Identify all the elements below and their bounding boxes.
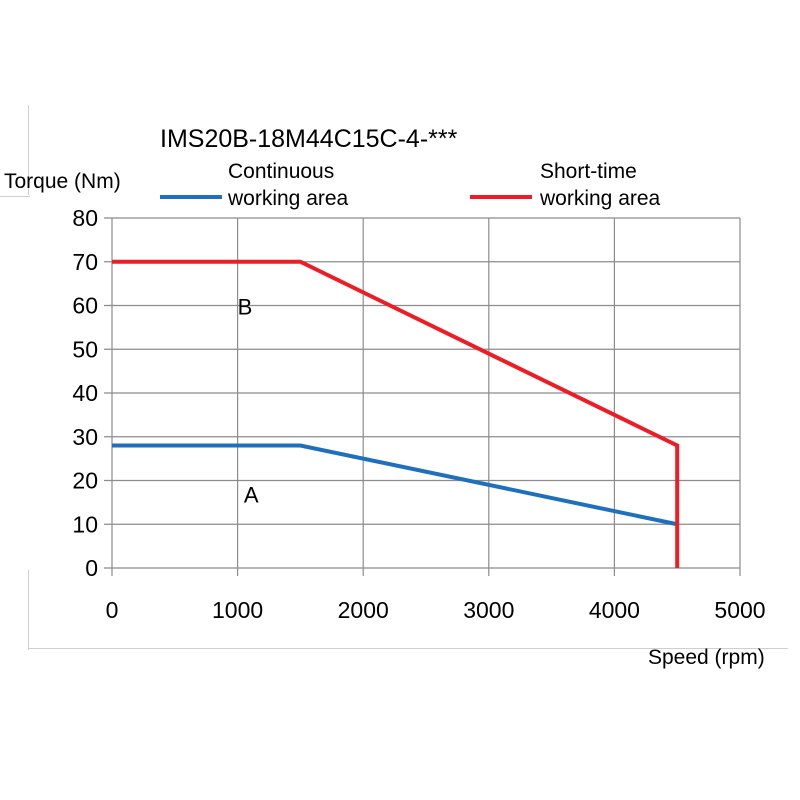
region-labels: BA bbox=[238, 294, 259, 507]
legend-label-short-time-line1: Short-time bbox=[540, 160, 637, 183]
frame-line bbox=[28, 105, 29, 195]
legend: Continuous working area Short-time worki… bbox=[160, 160, 661, 210]
legend-label-continuous-line1: Continuous bbox=[228, 160, 334, 183]
x-axis-title: Speed (rpm) bbox=[648, 646, 765, 669]
y-tick-label: 70 bbox=[72, 249, 98, 275]
y-tick-label: 80 bbox=[72, 205, 98, 231]
y-tick-label: 10 bbox=[72, 511, 98, 537]
frame-line bbox=[0, 196, 30, 197]
x-tick-label: 4000 bbox=[589, 597, 640, 623]
region-label-a: A bbox=[244, 482, 259, 507]
y-tick-label: 30 bbox=[72, 424, 98, 450]
x-tick-label: 3000 bbox=[463, 597, 514, 623]
series-lines bbox=[112, 259, 680, 568]
y-tick-label: 0 bbox=[85, 555, 98, 581]
legend-label-short-time-line2: working area bbox=[539, 187, 661, 210]
frame-line bbox=[28, 570, 29, 650]
x-tick-label: 0 bbox=[106, 597, 119, 623]
x-tick-label: 5000 bbox=[714, 597, 765, 623]
x-tick-label: 2000 bbox=[338, 597, 389, 623]
chart-title: IMS20B-18M44C15C-4-*** bbox=[160, 125, 458, 153]
y-tick-label: 40 bbox=[72, 380, 98, 406]
y-axis-ticks: 0 10 20 30 40 50 60 70 80 bbox=[72, 205, 98, 581]
series-line-continuous bbox=[112, 443, 678, 527]
series-line-short-time bbox=[112, 259, 680, 568]
y-tick-label: 60 bbox=[72, 293, 98, 319]
x-axis-ticks: 0 1000 2000 3000 4000 5000 bbox=[106, 597, 766, 623]
y-tick-label: 20 bbox=[72, 468, 98, 494]
y-axis-title: Torque (Nm) bbox=[4, 170, 121, 193]
legend-label-continuous-line2: working area bbox=[227, 187, 349, 210]
y-tick-label: 50 bbox=[72, 336, 98, 362]
region-label-b: B bbox=[238, 294, 253, 319]
x-tick-label: 1000 bbox=[212, 597, 263, 623]
grid-lines bbox=[104, 217, 741, 576]
frame-line bbox=[28, 648, 788, 649]
